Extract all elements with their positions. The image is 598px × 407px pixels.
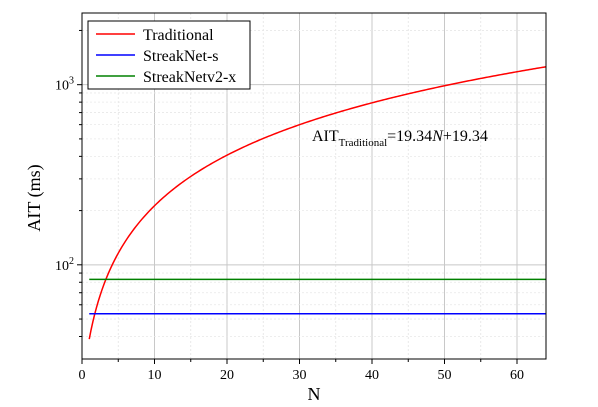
x-tick-label: 30 bbox=[293, 368, 307, 383]
x-tick-label: 0 bbox=[79, 368, 86, 383]
grid bbox=[82, 13, 546, 359]
series-layer bbox=[88, 66, 547, 340]
x-tick-label: 20 bbox=[220, 368, 234, 383]
legend-label-streaknetv2-x: StreakNetv2-x bbox=[143, 69, 236, 86]
x-tick-label: 60 bbox=[510, 368, 524, 383]
ticks: 0 10 20 30 40 50 60 102 103 bbox=[55, 29, 524, 383]
annotation-formula-var: N bbox=[431, 128, 444, 145]
series-line-traditional bbox=[88, 66, 547, 340]
legend: Traditional StreakNet-s StreakNetv2-x bbox=[87, 20, 251, 90]
y-tick-label: 103 bbox=[55, 76, 74, 94]
x-tick-label: 40 bbox=[365, 368, 379, 383]
annotation-formula-prefix: =19.34 bbox=[387, 128, 432, 145]
formula-annotation: AITTraditional=19.34N+19.34 bbox=[312, 128, 488, 149]
legend-label-traditional: Traditional bbox=[143, 27, 214, 44]
annotation-formula-suffix: +19.34 bbox=[443, 128, 488, 145]
x-tick-label: 10 bbox=[148, 368, 162, 383]
x-axis-label: N bbox=[308, 384, 321, 404]
annotation-subscript: Traditional bbox=[339, 137, 388, 149]
annotation-main: AIT bbox=[312, 128, 339, 145]
y-axis-label: AIT (ms) bbox=[24, 164, 45, 231]
plot-frame bbox=[81, 12, 547, 360]
legend-label-streaknet-s: StreakNet-s bbox=[143, 48, 219, 65]
y-tick-label: 102 bbox=[55, 256, 74, 274]
x-tick-label: 50 bbox=[438, 368, 452, 383]
